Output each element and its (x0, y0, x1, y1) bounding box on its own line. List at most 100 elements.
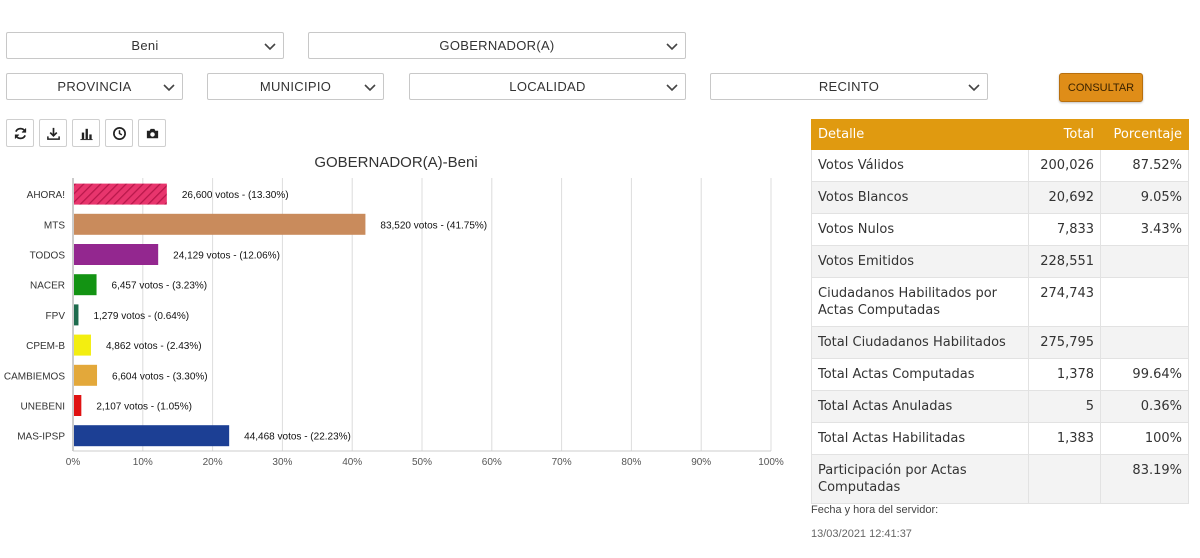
row-porcentaje (1100, 277, 1189, 327)
x-tick-label: 90% (691, 457, 711, 468)
table-row: Votos Válidos 200,026 87.52% (810, 149, 1189, 182)
row-porcentaje: 100% (1100, 422, 1189, 455)
row-total: 5 (1028, 390, 1102, 423)
x-tick-label: 50% (412, 457, 432, 468)
clock-icon (112, 126, 126, 140)
x-tick-label: 100% (758, 457, 784, 468)
row-detalle: Ciudadanos Habilitados por Actas Computa… (810, 277, 1030, 327)
row-total: 275,795 (1028, 326, 1102, 359)
table-row: Votos Blancos 20,692 9.05% (810, 181, 1189, 214)
cargo-select-value: GOBERNADOR(A) (439, 38, 555, 53)
x-tick-label: 60% (482, 457, 502, 468)
bar-unebeni[interactable] (74, 395, 82, 416)
header-total: Total (1028, 119, 1102, 150)
category-label: FPV (46, 311, 66, 322)
consultar-button[interactable]: CONSULTAR (1059, 73, 1143, 102)
server-time-value: 13/03/2021 12:41:37 (811, 528, 912, 540)
table-row: Total Actas Anuladas 5 0.36% (810, 390, 1189, 423)
localidad-select[interactable]: LOCALIDAD (409, 73, 686, 100)
bar-fpv[interactable] (74, 304, 79, 326)
x-tick-label: 70% (552, 457, 572, 468)
row-total: 20,692 (1028, 181, 1102, 214)
bar-data-label: 83,520 votos - (41.75%) (380, 220, 487, 231)
chevron-down-icon (163, 84, 175, 92)
table-row: Participación por Actas Computadas 83.19… (810, 454, 1189, 504)
x-tick-label: 10% (133, 457, 153, 468)
table-row: Ciudadanos Habilitados por Actas Computa… (810, 277, 1189, 327)
row-porcentaje: 99.64% (1100, 358, 1189, 391)
row-porcentaje: 87.52% (1100, 149, 1189, 182)
row-detalle: Participación por Actas Computadas (810, 454, 1030, 504)
bar-data-label: 6,604 votos - (3.30%) (112, 371, 208, 382)
category-label: UNEBENI (21, 402, 65, 413)
table-header-row: Detalle Total Porcentaje (810, 119, 1189, 150)
refresh-icon (14, 127, 26, 139)
category-label: MAS-IPSP (17, 432, 65, 443)
row-detalle: Total Ciudadanos Habilitados (810, 326, 1030, 359)
bar-data-label: 24,129 votos - (12.06%) (173, 251, 280, 262)
history-button[interactable] (105, 119, 133, 147)
category-label: AHORA! (27, 190, 65, 201)
bar-cpem-b[interactable] (74, 334, 91, 356)
chart-bars (74, 183, 366, 447)
x-tick-label: 30% (272, 457, 292, 468)
provincia-select-value: PROVINCIA (57, 79, 132, 94)
recinto-select-value: RECINTO (818, 79, 880, 94)
departamento-select[interactable]: Beni (6, 32, 284, 59)
bar-data-label: 1,279 votos - (0.64%) (93, 311, 189, 322)
x-tick-label: 0% (66, 457, 81, 468)
cargo-select[interactable]: GOBERNADOR(A) (308, 32, 686, 59)
header-detalle: Detalle (810, 119, 1030, 150)
category-label: NACER (30, 281, 65, 292)
x-tick-label: 80% (621, 457, 641, 468)
bar-cambiemos[interactable] (74, 364, 98, 386)
chevron-down-icon (666, 84, 678, 92)
chart-labels: 0% 10% 20% 30% 40% 50% 60% 70% 80% 90% 100% AHORA! 2… (4, 190, 784, 468)
row-detalle: Votos Válidos (810, 149, 1030, 182)
row-porcentaje: 83.19% (1100, 454, 1189, 504)
row-detalle: Total Actas Anuladas (810, 390, 1030, 423)
bar-todos[interactable] (74, 244, 159, 265)
row-total: 7,833 (1028, 213, 1102, 246)
provincia-select[interactable]: PROVINCIA (6, 73, 183, 100)
bar-data-label: 6,457 votos - (3.23%) (112, 281, 208, 292)
category-label: CAMBIEMOS (4, 371, 65, 382)
header-porcentaje: Porcentaje (1100, 119, 1189, 150)
row-total: 228,551 (1028, 245, 1102, 278)
table-row: Votos Nulos 7,833 3.43% (810, 213, 1189, 246)
bar-nacer[interactable] (74, 274, 97, 296)
chart-toolbar (6, 119, 166, 147)
row-total: 274,743 (1028, 277, 1102, 327)
chevron-down-icon (666, 43, 678, 51)
refresh-button[interactable] (6, 119, 34, 147)
row-total: 1,378 (1028, 358, 1102, 391)
table-row: Total Ciudadanos Habilitados 275,795 (810, 326, 1189, 359)
category-label: CPEM-B (26, 341, 65, 352)
row-porcentaje: 3.43% (1100, 213, 1189, 246)
bar-data-label: 2,107 votos - (1.05%) (96, 402, 192, 413)
row-porcentaje: 0.36% (1100, 390, 1189, 423)
camera-icon (146, 128, 158, 138)
row-detalle: Total Actas Habilitadas (810, 422, 1030, 455)
bar-mts[interactable] (74, 213, 366, 235)
results-table: Detalle Total Porcentaje Votos Válidos 2… (810, 119, 1189, 504)
bar-chart-button[interactable] (72, 119, 100, 147)
chart-title: GOBERNADOR(A)-Beni (314, 154, 477, 171)
chevron-down-icon (364, 84, 376, 92)
x-tick-label: 40% (342, 457, 362, 468)
recinto-select[interactable]: RECINTO (710, 73, 988, 100)
download-button[interactable] (39, 119, 67, 147)
screenshot-button[interactable] (138, 119, 166, 147)
municipio-select[interactable]: MUNICIPIO (207, 73, 384, 100)
bar-chart-icon (79, 128, 93, 140)
server-time-label: Fecha y hora del servidor: (811, 504, 939, 516)
row-detalle: Votos Blancos (810, 181, 1030, 214)
municipio-select-value: MUNICIPIO (259, 79, 332, 94)
row-porcentaje (1100, 245, 1189, 278)
category-label: TODOS (30, 251, 66, 262)
departamento-select-value: Beni (131, 38, 159, 53)
bar-ahora[interactable] (74, 183, 167, 205)
x-tick-label: 20% (203, 457, 223, 468)
bar-mas-ipsp[interactable] (74, 425, 230, 447)
table-row: Total Actas Computadas 1,378 99.64% (810, 358, 1189, 391)
